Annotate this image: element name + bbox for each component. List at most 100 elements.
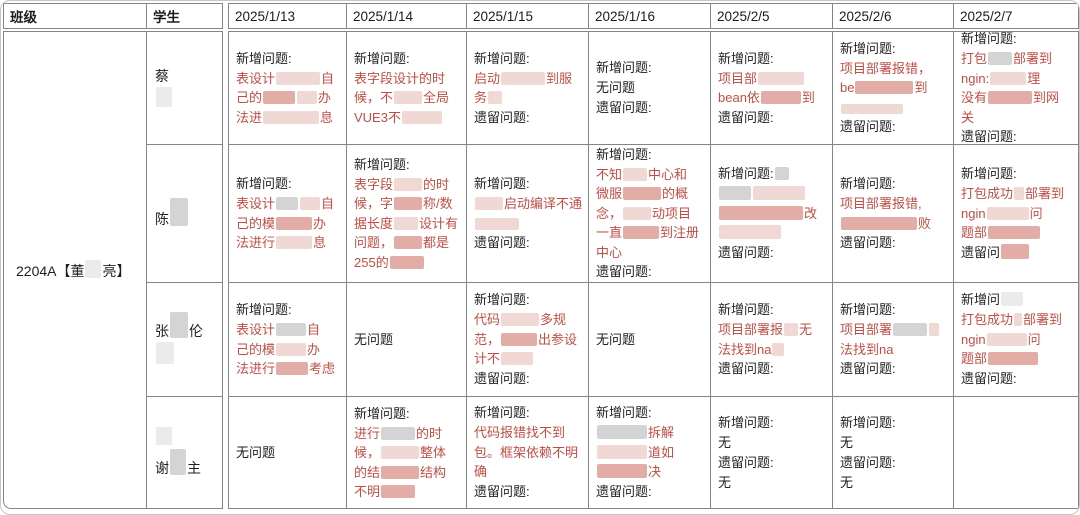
- issue-cell[interactable]: 新增问题: 代码报错找不到 包。框架依赖不明确遗留问题:: [467, 397, 589, 508]
- issue-section-label: 新增问题:: [354, 156, 410, 172]
- issue-cell[interactable]: 新增问题: 无遗留问题: 无: [711, 397, 833, 508]
- issue-cell[interactable]: 新增问题: 代码 多规 范， 出参设 计不 遗留问题:: [467, 283, 589, 397]
- redaction-blur: [841, 103, 903, 114]
- issue-line: 题部: [961, 349, 1071, 369]
- issue-cell[interactable]: 新增问题: 项目部署报无法找到na 遗留问题:: [711, 283, 833, 397]
- issue-section-label: 新增问题:: [236, 50, 292, 66]
- issue-cell[interactable]: 新增问题: 表字段设计的时 候，不 全局 VUE3不: [347, 32, 467, 145]
- text-fragment: 己的模: [236, 215, 276, 231]
- redaction-blur: [988, 52, 1013, 65]
- issue-line: 败: [840, 214, 946, 234]
- redaction-blur: [297, 91, 318, 105]
- issue-line: 项目部署报错,: [840, 194, 946, 214]
- issue-cell[interactable]: 新增问题: 项目部署报错, 败遗留问题:: [833, 145, 954, 283]
- text-fragment: 确: [474, 464, 488, 480]
- text-fragment: 部署到: [1025, 186, 1065, 202]
- student-name-cell[interactable]: 张伦: [147, 283, 222, 397]
- redaction-blur: [475, 197, 503, 210]
- student-name-line: 张伦: [155, 311, 215, 342]
- issue-cell[interactable]: 新增问题: 表设计 自己的 办法进 息: [229, 32, 347, 145]
- issue-line: 法进行 考虑: [236, 359, 339, 379]
- issue-cell[interactable]: 新增问题: 启动 到服务遗留问题:: [467, 32, 589, 145]
- issue-cell[interactable]: 无问题: [229, 397, 347, 508]
- issue-section-label: 遗留问题:: [718, 244, 774, 260]
- issue-cell[interactable]: 新增问题: 项目部署报错， be 到遗留问题:: [833, 32, 954, 145]
- text-fragment: 称/数: [423, 196, 453, 212]
- issue-section-label: 新增问题:: [718, 50, 774, 66]
- issue-cell[interactable]: 新增问题: 打包成功 部署到 ngin 问题部 遗留问: [954, 145, 1078, 283]
- redaction-blur: [990, 71, 1027, 85]
- issue-cell[interactable]: 新增问题: 表设计 自己的模 办法进行 考虑: [229, 283, 347, 397]
- issue-line: ngin 问: [961, 330, 1071, 350]
- redaction-blur: [276, 197, 299, 211]
- redaction-blur: [488, 91, 503, 104]
- issue-cell[interactable]: 新增问题: 改遗留问题:: [711, 145, 833, 283]
- text-fragment: 无: [799, 322, 813, 337]
- text-fragment: 表设计: [236, 322, 276, 338]
- text-fragment: 都是: [423, 235, 450, 251]
- text-fragment: 到: [801, 90, 815, 105]
- text-fragment: 一直: [596, 225, 623, 241]
- text-fragment: 到网: [1033, 90, 1060, 105]
- issue-section-label: 遗留问题:: [718, 109, 774, 125]
- status-text: 无: [718, 474, 732, 490]
- issue-section-label: 遗留问题:: [596, 100, 652, 115]
- column-header-date: 2025/1/16: [589, 4, 711, 28]
- issue-section-label: 遗留问题:: [840, 454, 896, 470]
- issue-cell[interactable]: [954, 397, 1078, 508]
- issue-cell[interactable]: 无问题: [589, 283, 711, 397]
- issue-line: 微服 的概: [596, 184, 703, 204]
- column-header-date: 2025/2/6: [833, 4, 954, 28]
- status-text: 无问题: [236, 444, 276, 460]
- issue-cell[interactable]: 新增问 打包成功 部署到 ngin 问题部 遗留问题:: [954, 283, 1078, 397]
- redaction-blur: [394, 216, 419, 230]
- text-fragment: 遗留问: [961, 244, 1001, 260]
- student-name-line: [155, 426, 215, 449]
- issue-section-label: 新增问题:: [474, 50, 530, 66]
- text-fragment: 打包: [961, 51, 988, 66]
- text-fragment: 己的: [236, 90, 263, 106]
- issue-line: 候，字 称/数: [354, 194, 459, 214]
- student-name-line: [155, 87, 215, 111]
- text-fragment: 改: [804, 205, 818, 221]
- issue-cell[interactable]: 新增问题: 不知 中心和 微服 的概 念， 动项目 一直 到注册 中心 遗留问题:: [589, 145, 711, 283]
- text-fragment: 务: [474, 90, 488, 105]
- redaction-blur: [156, 341, 174, 364]
- text-fragment: 办: [313, 215, 327, 231]
- issue-cell[interactable]: 新增问题: 无问题 遗留问题:: [589, 32, 711, 145]
- issue-line: 不明: [354, 482, 459, 502]
- issue-section-label: 遗留问题:: [961, 370, 1017, 386]
- issue-cell[interactable]: 新增问题: 无遗留问题: 无: [833, 397, 954, 508]
- redaction-blur: [276, 323, 307, 337]
- issue-cell[interactable]: 新增问题: 打包 部署到 ngin: 理没有 到网关遗留问题:: [954, 32, 1078, 145]
- issue-cell[interactable]: 新增问题: 项目部署 法找到na 遗留问题:: [833, 283, 954, 397]
- redaction-blur: [394, 197, 423, 211]
- text-fragment: 中心和: [648, 166, 688, 182]
- issue-line: 确: [474, 462, 581, 482]
- issue-section-label: 新增问题:: [354, 50, 410, 66]
- text-fragment: 败: [918, 215, 932, 231]
- class-cell[interactable]: 2204A【董 亮】: [4, 32, 147, 508]
- redaction-blur: [156, 426, 172, 445]
- issue-cell[interactable]: 新增问题: 项目部 bean依 到遗留问题:: [711, 32, 833, 145]
- student-name-cell[interactable]: 蔡: [147, 32, 222, 145]
- text-fragment: 进行: [354, 425, 381, 441]
- issue-line: [474, 214, 581, 234]
- issue-line: 不知 中心和: [596, 165, 703, 185]
- text-fragment: 不知: [596, 166, 623, 182]
- issue-line: 包。框架依赖不明: [474, 443, 581, 463]
- issue-cell[interactable]: 新增问题: 拆解 道如决遗留问题:: [589, 397, 711, 508]
- issue-cell[interactable]: 新增问题: 启动编译不通 遗留问题:: [467, 145, 589, 283]
- text-fragment: 考虑: [309, 361, 336, 377]
- issue-line: 表字段 的时: [354, 175, 459, 195]
- issue-cell[interactable]: 无问题: [347, 283, 467, 397]
- issue-cell[interactable]: 新增问题: 表设计 自己的模 办法进行 息: [229, 145, 347, 283]
- issue-cell[interactable]: 新增问题: 进行 的时 候， 整体 的结 结构 不明: [347, 397, 467, 508]
- student-name-cell[interactable]: 谢主: [147, 397, 222, 508]
- issue-line: 打包成功 部署到: [961, 310, 1071, 330]
- issue-section-label: 新增问题:: [474, 292, 530, 308]
- issue-cell[interactable]: 新增问题: 表字段 的时 候，字 称/数 据长度 设计有 问题， 都是 255的: [347, 145, 467, 283]
- redaction-blur: [276, 342, 307, 356]
- student-name-cell[interactable]: 陈: [147, 145, 222, 283]
